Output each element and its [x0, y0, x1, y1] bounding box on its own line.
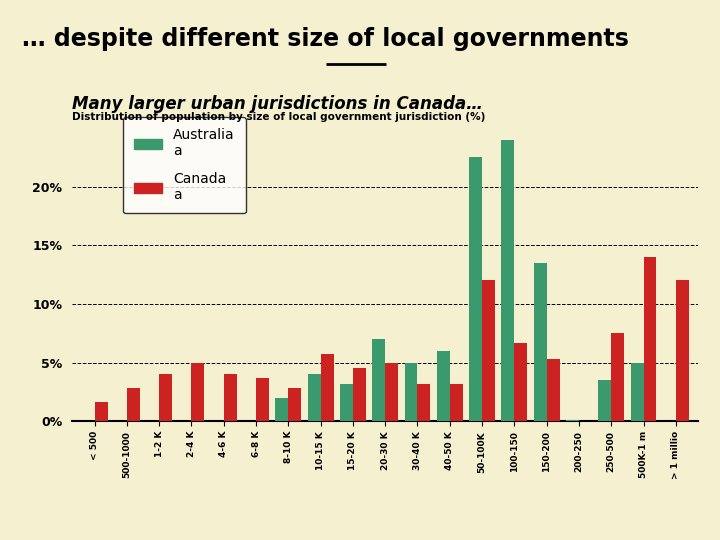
- Text: Many larger urban jurisdictions in Canada…: Many larger urban jurisdictions in Canad…: [72, 95, 483, 113]
- Bar: [385, 362, 398, 421]
- Bar: [482, 280, 495, 421]
- Bar: [598, 380, 611, 421]
- Legend: Australia
a, Canada
a: Australia a, Canada a: [123, 117, 246, 213]
- Bar: [320, 354, 333, 421]
- Bar: [676, 280, 689, 421]
- Bar: [534, 263, 546, 421]
- Bar: [450, 383, 463, 421]
- Bar: [631, 362, 644, 421]
- Bar: [566, 420, 579, 421]
- Bar: [644, 257, 657, 421]
- Bar: [159, 374, 172, 421]
- Bar: [514, 342, 527, 421]
- Bar: [501, 139, 514, 421]
- Bar: [405, 362, 418, 421]
- Bar: [94, 402, 107, 421]
- Bar: [437, 351, 450, 421]
- Bar: [127, 388, 140, 421]
- Bar: [469, 157, 482, 421]
- Bar: [353, 368, 366, 421]
- Bar: [372, 339, 385, 421]
- Bar: [611, 333, 624, 421]
- Bar: [340, 383, 353, 421]
- Bar: [192, 362, 204, 421]
- Bar: [307, 374, 320, 421]
- Text: Distribution of population by size of local government jurisdiction (%): Distribution of population by size of lo…: [72, 112, 485, 123]
- Bar: [256, 378, 269, 421]
- Bar: [288, 388, 301, 421]
- Text: … despite different size of local governments: … despite different size of local govern…: [22, 27, 629, 51]
- Bar: [276, 398, 288, 421]
- Bar: [418, 383, 431, 421]
- Bar: [546, 359, 559, 421]
- Bar: [224, 374, 237, 421]
